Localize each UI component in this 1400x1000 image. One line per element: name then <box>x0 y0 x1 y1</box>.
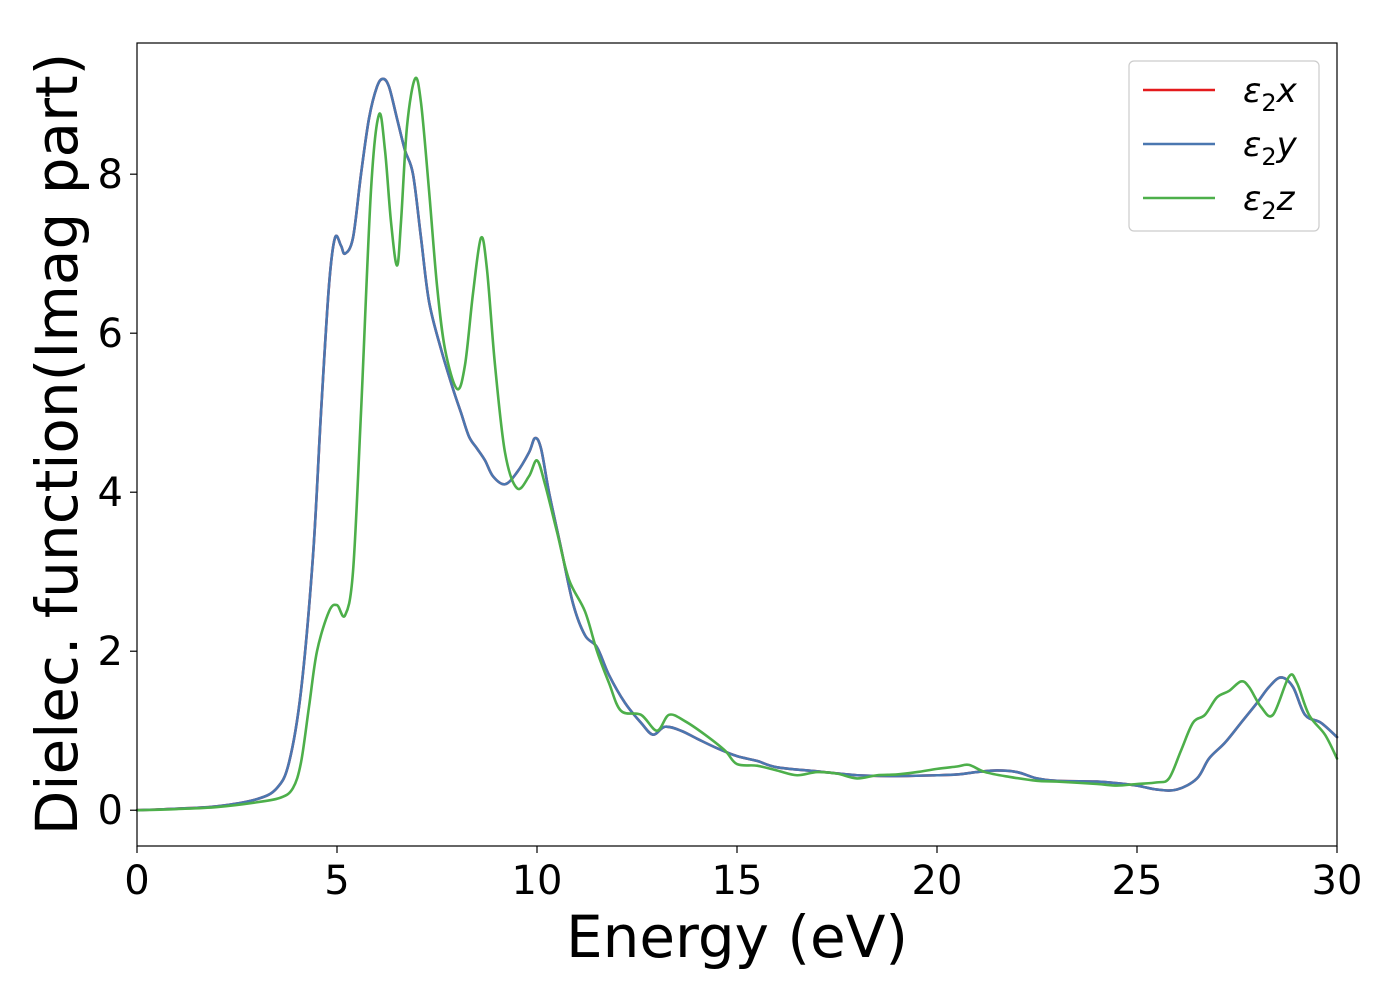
legend: ε2x ε2y ε2z <box>1128 60 1320 232</box>
y-axis-label: Dielec. function(Imag part) <box>23 53 91 836</box>
y-tick-label: 8 <box>98 152 123 198</box>
x-tick-label: 0 <box>124 858 149 904</box>
series-line-z <box>135 76 1339 812</box>
x-tick-label: 30 <box>1312 858 1363 904</box>
y-tick-label: 4 <box>98 470 123 516</box>
x-tick-label: 5 <box>324 858 349 904</box>
series-line-y <box>135 77 1339 812</box>
x-axis-label: Energy (eV) <box>566 903 908 971</box>
y-tick-label: 2 <box>98 629 123 675</box>
y-tick-label: 0 <box>98 788 123 834</box>
y-tick-label: 6 <box>98 311 123 357</box>
x-tick-label: 20 <box>912 858 963 904</box>
x-axis: 0 5 10 15 20 25 30 <box>124 846 1362 904</box>
legend-label-z: ε2z <box>1243 179 1296 225</box>
y-axis: 0 2 4 6 8 <box>98 152 137 834</box>
x-tick-label: 15 <box>712 858 763 904</box>
x-tick-label: 10 <box>512 858 563 904</box>
series-layer <box>135 76 1339 812</box>
x-tick-label: 25 <box>1112 858 1163 904</box>
legend-box <box>1128 60 1320 232</box>
legend-label-x: ε2x <box>1243 71 1298 117</box>
legend-label-y: ε2y <box>1243 125 1298 171</box>
